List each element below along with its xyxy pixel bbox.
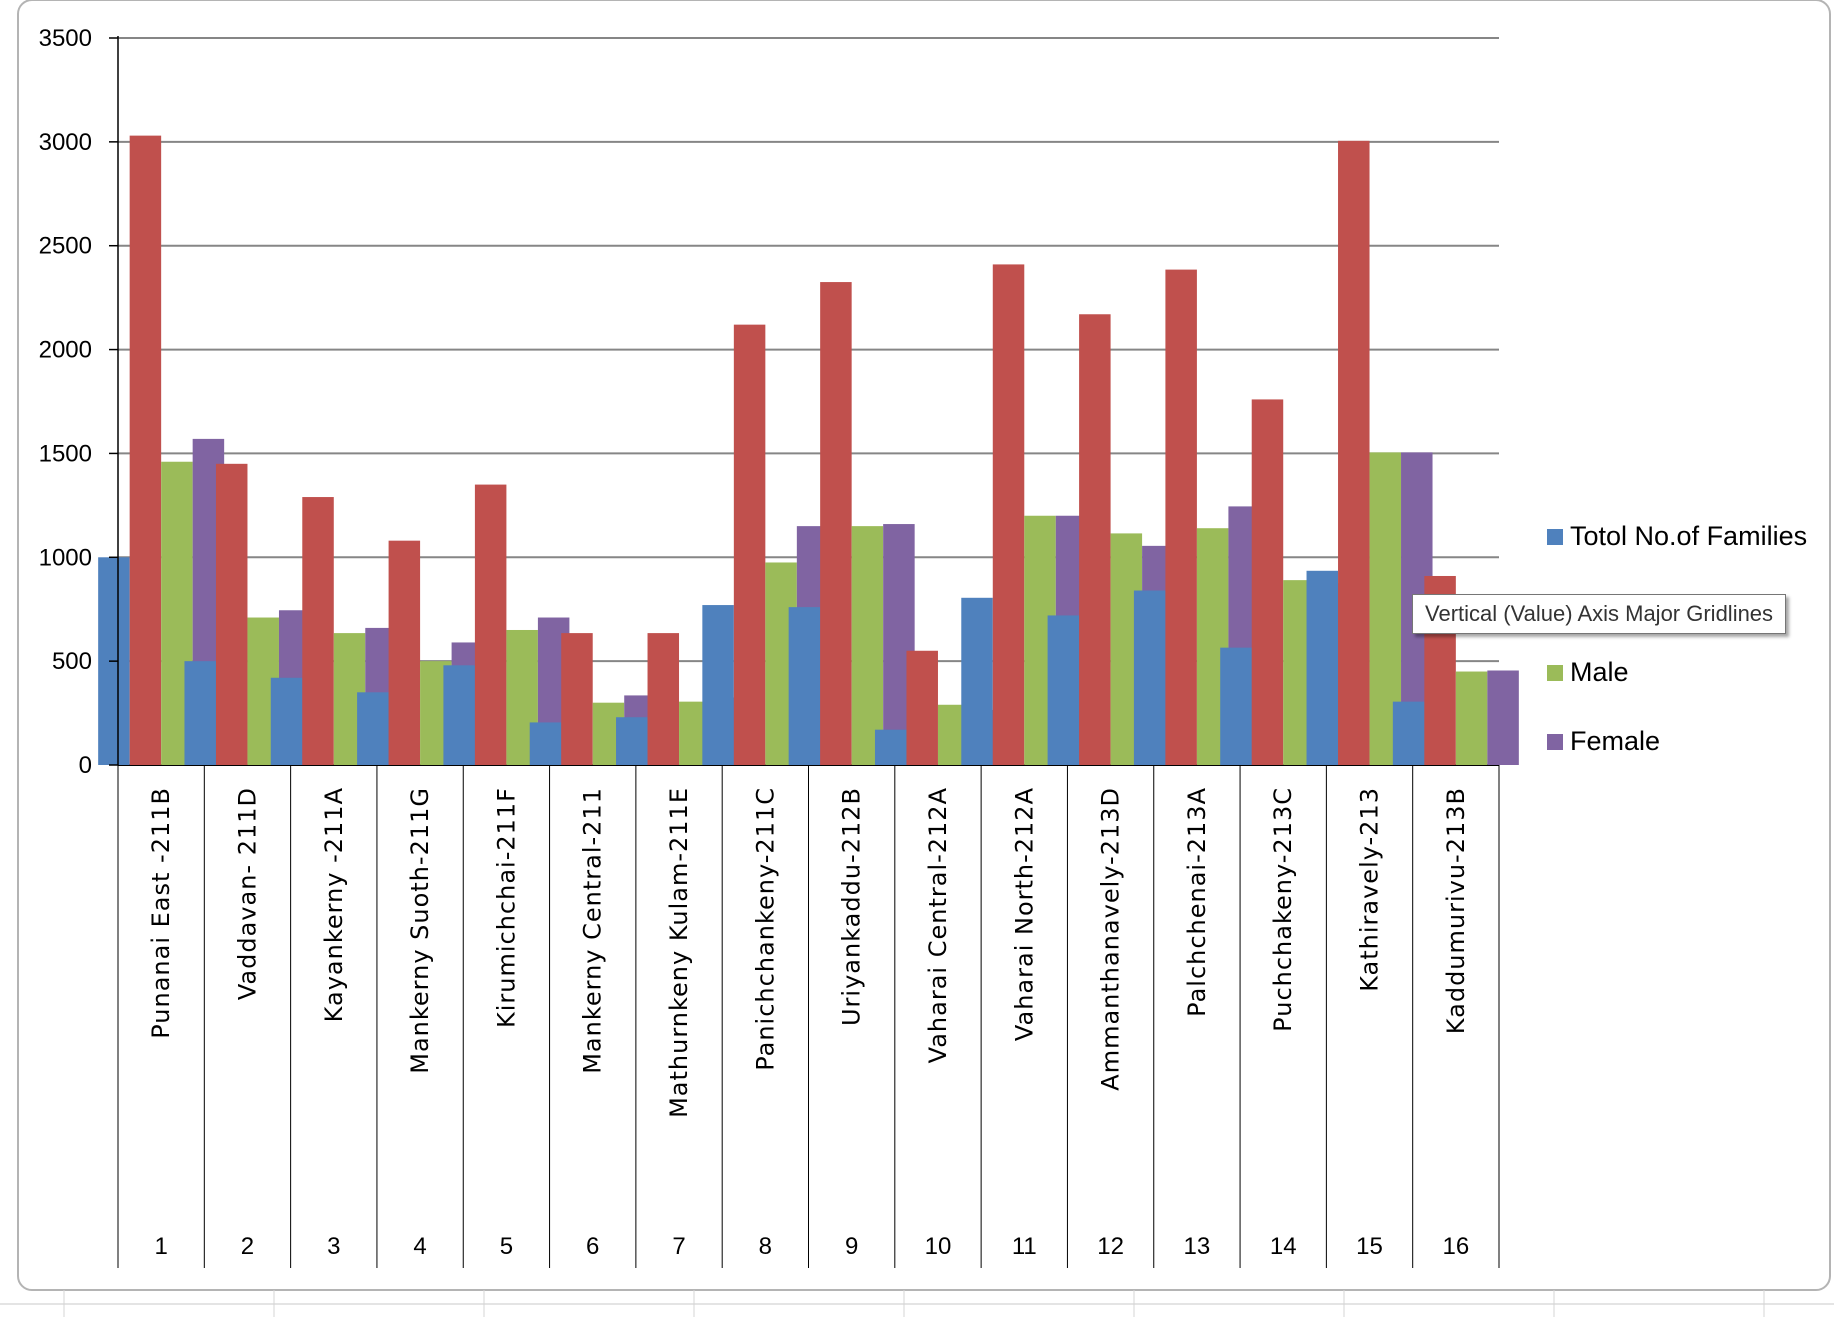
category-axis: Punanai East -211B 1 Vaddavan- 211D 2 Kayank… bbox=[117, 765, 1500, 1268]
chart-border bbox=[17, 0, 1831, 1291]
bar-2-5 bbox=[474, 484, 507, 765]
bar-1-14 bbox=[1220, 647, 1252, 765]
bar-2-11 bbox=[992, 264, 1025, 765]
category-label: Mankerny Suoth-211G bbox=[406, 787, 434, 1074]
bar-2-9 bbox=[820, 282, 852, 765]
bar-2-10 bbox=[906, 650, 938, 765]
category-label: Ammanthanavely-213D bbox=[1097, 787, 1125, 1091]
category-number: 8 bbox=[759, 1233, 772, 1260]
category-number: 1 bbox=[154, 1233, 167, 1260]
legend-entry: Male bbox=[1570, 657, 1629, 687]
category-label: Palchchenai-213A bbox=[1183, 787, 1211, 1017]
category-number: 10 bbox=[925, 1233, 952, 1260]
category-label: Uriyankaddu-212B bbox=[838, 787, 866, 1026]
category-label: Kaddumurivu-213B bbox=[1442, 787, 1470, 1034]
bar-1-3 bbox=[270, 677, 303, 765]
bar-1-6 bbox=[529, 722, 562, 765]
category-label: Punanai East -211B bbox=[147, 787, 175, 1039]
y-tick-label: 0 bbox=[79, 752, 92, 779]
bar-3-9 bbox=[851, 526, 884, 765]
y-tick-label: 3500 bbox=[39, 25, 92, 52]
category-label: Mathurnkeny Kulam-211E bbox=[665, 787, 693, 1118]
bar-2-13 bbox=[1165, 269, 1197, 765]
bar-1-10 bbox=[874, 729, 907, 765]
bar-1-8 bbox=[702, 605, 734, 765]
legend-entry: Female bbox=[1570, 726, 1660, 756]
category-number: 3 bbox=[327, 1233, 340, 1260]
legend-swatch bbox=[1547, 734, 1563, 750]
category-label: Kathiravely-213 bbox=[1356, 787, 1384, 992]
category-number: 5 bbox=[500, 1233, 513, 1260]
bar-1-15 bbox=[1306, 570, 1339, 765]
category-number: 14 bbox=[1270, 1233, 1297, 1260]
bar-2-8 bbox=[733, 324, 766, 765]
bar-2-15 bbox=[1338, 140, 1370, 765]
plot-bars bbox=[98, 135, 1519, 765]
category-label: Vaharai North-212A bbox=[1010, 787, 1038, 1041]
category-number: 4 bbox=[413, 1233, 426, 1260]
category-label: Vaharai Central-212A bbox=[924, 787, 952, 1063]
category-number: 16 bbox=[1442, 1233, 1469, 1260]
category-number: 11 bbox=[1012, 1233, 1037, 1260]
bar-3-16 bbox=[1455, 671, 1488, 765]
bar-2-12 bbox=[1079, 314, 1111, 765]
category-number: 7 bbox=[672, 1233, 685, 1260]
bar-2-3 bbox=[302, 497, 334, 765]
bar-1-4 bbox=[357, 692, 389, 765]
category-number: 15 bbox=[1356, 1233, 1383, 1260]
category-label: Kirumichchai-211F bbox=[492, 787, 520, 1028]
category-number: 12 bbox=[1097, 1233, 1124, 1260]
bar-1-7 bbox=[616, 717, 648, 765]
category-label: Kayankerny -211A bbox=[320, 787, 348, 1022]
legend-swatch bbox=[1547, 529, 1563, 545]
y-tick-label: 1000 bbox=[39, 544, 92, 571]
y-tick-label: 1500 bbox=[39, 440, 92, 467]
bar-2-14 bbox=[1251, 399, 1284, 765]
category-number: 2 bbox=[241, 1233, 254, 1260]
category-label: Vaddavan- 211D bbox=[233, 787, 261, 1000]
value-axis: 0 500 1000 1500 2000 2500 3000 3500 bbox=[39, 25, 119, 779]
bar-1-12 bbox=[1047, 615, 1080, 765]
category-number: 6 bbox=[586, 1233, 599, 1260]
y-tick-label: 500 bbox=[52, 648, 92, 675]
bar-2-4 bbox=[388, 540, 421, 765]
category-label: Mankerny Central-211 bbox=[579, 787, 607, 1074]
bar-1-5 bbox=[443, 665, 475, 765]
y-tick-label: 2000 bbox=[39, 337, 92, 364]
bar-2-6 bbox=[561, 633, 593, 765]
category-label: Puchchakeny-213C bbox=[1269, 787, 1297, 1032]
gridlines-tooltip: Vertical (Value) Axis Major Gridlines bbox=[1412, 594, 1787, 634]
bar-2-7 bbox=[647, 633, 680, 765]
bar-1-11 bbox=[961, 597, 993, 765]
category-label: Panichchankeny-211C bbox=[751, 787, 779, 1071]
bar-1-16 bbox=[1392, 701, 1425, 765]
legend-entry: Totol No.of Families bbox=[1570, 521, 1807, 551]
category-number: 9 bbox=[845, 1233, 858, 1260]
legend-swatch bbox=[1547, 665, 1563, 681]
bar-1-2 bbox=[184, 661, 216, 765]
category-number: 13 bbox=[1184, 1233, 1211, 1260]
bar-1-9 bbox=[788, 607, 821, 765]
y-tick-label: 2500 bbox=[39, 233, 92, 260]
bar-2-1 bbox=[129, 135, 162, 765]
legend[interactable]: Totol No.of Families Male Female bbox=[1547, 521, 1807, 756]
y-tick-label: 3000 bbox=[39, 129, 92, 156]
bar-4-16 bbox=[1487, 670, 1519, 765]
bar-2-2 bbox=[215, 463, 248, 765]
bar-1-13 bbox=[1133, 590, 1166, 765]
